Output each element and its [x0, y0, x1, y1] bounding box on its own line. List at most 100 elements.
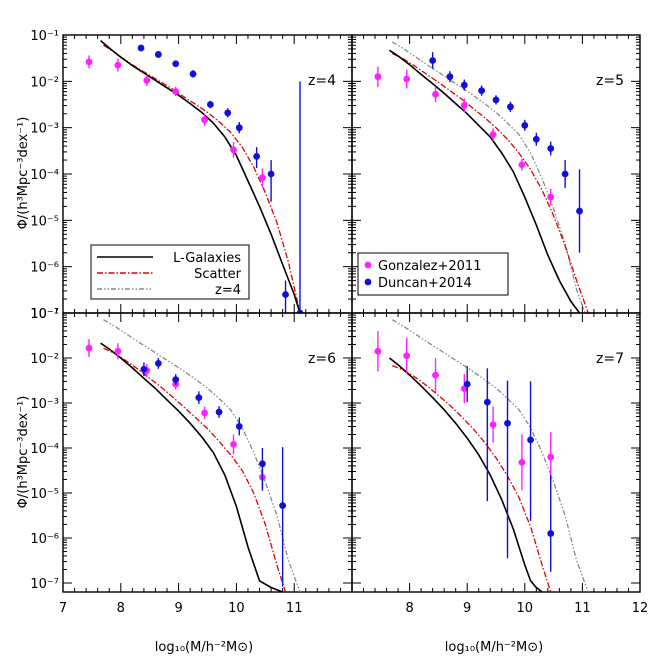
- point-duncan-2014: [492, 96, 500, 104]
- y-tick-label: 10⁻⁵: [30, 214, 59, 229]
- y-tick-label: 10⁻⁶: [30, 532, 59, 547]
- point-gonzalez-2011: [460, 102, 468, 109]
- point-duncan-2014: [507, 103, 514, 111]
- legend-marker: [364, 261, 372, 269]
- series-line-scatter: [392, 52, 589, 313]
- point-gonzalez-2011: [85, 58, 93, 66]
- point-duncan-2014: [154, 360, 162, 367]
- point-duncan-2014: [189, 70, 197, 78]
- point-gonzalez-2011: [230, 146, 237, 154]
- y-tick-label: 10⁻³: [30, 397, 59, 412]
- point-gonzalez-2011: [432, 371, 439, 379]
- legend-label: z=4: [215, 283, 241, 298]
- panel-label: z=7: [596, 351, 624, 367]
- point-gonzalez-2011: [547, 453, 555, 461]
- point-gonzalez-2011: [518, 161, 526, 169]
- point-gonzalez-2011: [403, 75, 411, 83]
- x-tick-label: 12: [632, 601, 649, 616]
- point-gonzalez-2011: [374, 73, 382, 81]
- x-tick-label: 8: [405, 601, 413, 616]
- point-duncan-2014: [267, 170, 275, 178]
- series-line-scatter: [392, 364, 552, 592]
- x-tick-label: 7: [59, 601, 67, 616]
- series-line-scatter: [103, 347, 287, 592]
- legend-label: L-Galaxies: [173, 251, 241, 266]
- point-duncan-2014: [259, 460, 266, 468]
- point-duncan-2014: [235, 124, 243, 132]
- point-gonzalez-2011: [547, 193, 555, 201]
- point-duncan-2014: [215, 408, 223, 416]
- point-duncan-2014: [429, 57, 437, 64]
- series-line-z-4: [391, 41, 586, 313]
- point-duncan-2014: [206, 101, 214, 108]
- point-gonzalez-2011: [489, 421, 497, 428]
- x-axis-label-left: log₁₀(M/h⁻²M⊙): [155, 640, 253, 655]
- point-duncan-2014: [547, 530, 555, 537]
- point-gonzalez-2011: [489, 131, 497, 139]
- legend-label: Scatter: [194, 267, 242, 282]
- panel-label: z=6: [308, 351, 336, 367]
- point-duncan-2014: [576, 207, 583, 215]
- point-gonzalez-2011: [143, 77, 151, 84]
- point-duncan-2014: [235, 423, 243, 430]
- point-gonzalez-2011: [230, 441, 237, 448]
- point-gonzalez-2011: [201, 116, 209, 124]
- point-gonzalez-2011: [114, 347, 122, 355]
- point-gonzalez-2011: [172, 88, 180, 95]
- point-gonzalez-2011: [518, 459, 526, 466]
- panel-label: z=5: [596, 73, 624, 89]
- y-tick-label: 10⁻⁴: [30, 168, 59, 183]
- point-duncan-2014: [154, 51, 162, 58]
- point-duncan-2014: [446, 73, 454, 81]
- series-line-z-4: [103, 319, 301, 592]
- point-gonzalez-2011: [432, 90, 439, 98]
- y-tick-label: 10⁻⁶: [30, 261, 59, 276]
- x-tick-label: 11: [286, 601, 303, 616]
- y-tick-label: 10⁻¹: [30, 307, 59, 322]
- legend-marker: [364, 278, 372, 286]
- x-tick-label: 10: [228, 601, 245, 616]
- legend-box: [357, 252, 509, 296]
- point-duncan-2014: [504, 419, 511, 427]
- x-axis-label-right: log₁₀(M/h⁻²M⊙): [445, 640, 543, 655]
- point-duncan-2014: [137, 44, 145, 52]
- panel-z4: 10⁻¹ 10⁻² 10⁻³ 10⁻⁴ 10⁻⁵ 10⁻⁶ 10⁻⁷ z=4: [30, 29, 353, 322]
- point-duncan-2014: [532, 135, 540, 143]
- y-tick-label: 10⁻²: [30, 352, 59, 367]
- point-duncan-2014: [253, 152, 261, 160]
- panel-z6: 10⁻¹10⁻²10⁻³10⁻⁴10⁻⁵10⁻⁶10⁻⁷7 8 9 10 11z=6: [30, 307, 353, 616]
- series-line-l-galaxies: [388, 49, 581, 313]
- point-gonzalez-2011: [374, 347, 382, 355]
- series-line-l-galaxies: [100, 342, 283, 592]
- x-tick-label: 9: [463, 601, 471, 616]
- point-duncan-2014: [463, 380, 471, 388]
- point-gonzalez-2011: [259, 174, 266, 182]
- plot-area: [374, 41, 589, 313]
- series-line-z-4: [391, 319, 589, 592]
- point-gonzalez-2011: [114, 61, 122, 69]
- y-tick-label: 10⁻⁵: [30, 487, 59, 502]
- point-duncan-2014: [527, 436, 534, 444]
- point-duncan-2014: [140, 365, 148, 373]
- y-tick-label: 10⁻³: [30, 122, 59, 137]
- y-tick-label: 10⁻⁴: [30, 442, 59, 457]
- legend-label: Duncan+2014: [378, 276, 472, 291]
- plot-area: [85, 319, 301, 592]
- point-duncan-2014: [478, 87, 485, 94]
- y-tick-label: 10⁻⁷: [30, 577, 59, 592]
- point-duncan-2014: [296, 309, 304, 313]
- series-line-l-galaxies: [388, 357, 543, 592]
- y-axis-label-top: Φ/(h³Mpc⁻³dex⁻¹): [16, 117, 31, 230]
- y-tick-label: 10⁻²: [30, 75, 59, 90]
- x-tick-label: 9: [174, 601, 182, 616]
- point-duncan-2014: [561, 170, 569, 178]
- point-duncan-2014: [279, 502, 287, 509]
- point-duncan-2014: [460, 81, 468, 89]
- point-gonzalez-2011: [85, 344, 93, 352]
- panel-z7: 8 9 10 11 12 z=7: [351, 312, 649, 616]
- x-tick-label: 11: [574, 601, 591, 616]
- point-duncan-2014: [224, 109, 232, 117]
- point-duncan-2014: [547, 145, 555, 152]
